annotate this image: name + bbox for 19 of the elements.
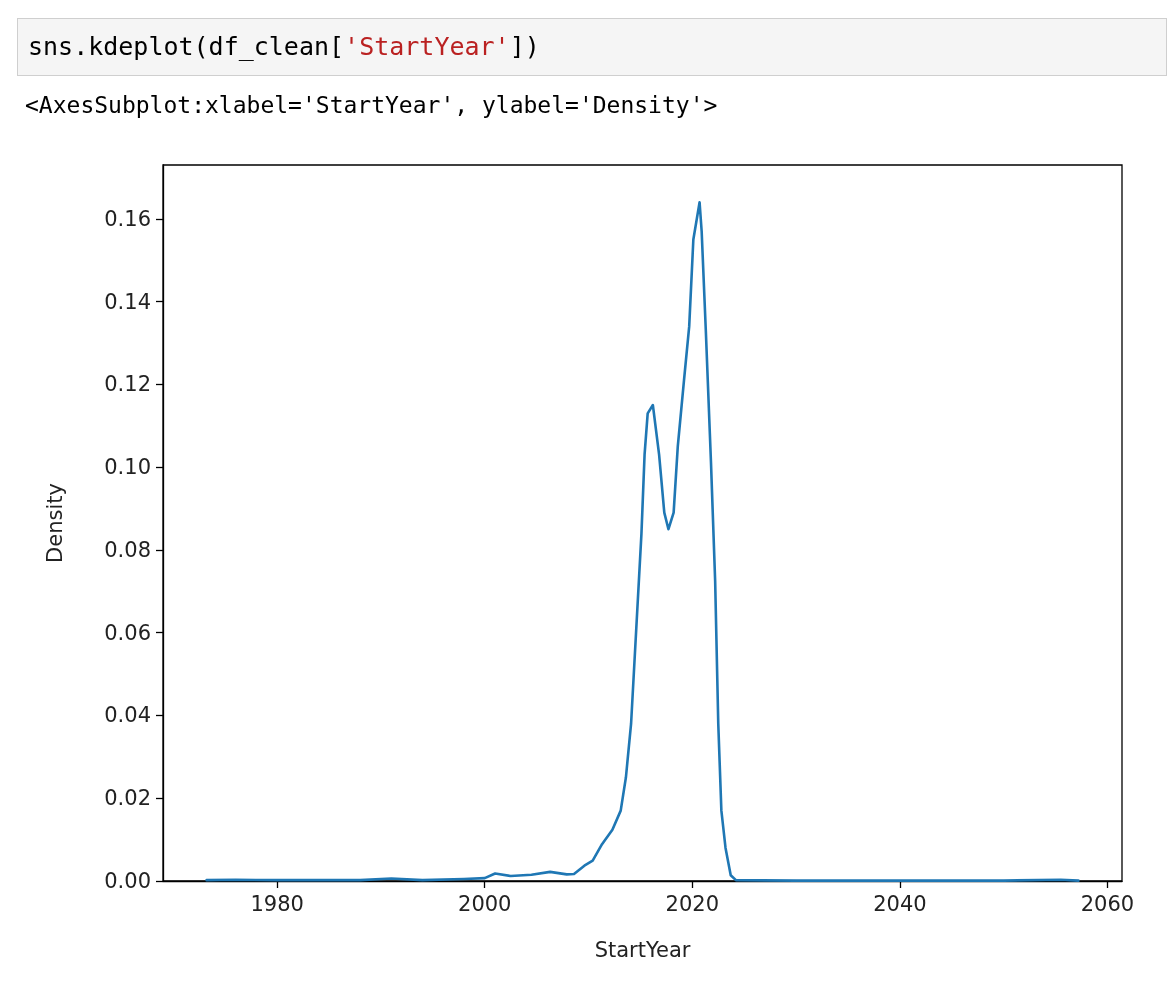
y-tick-label: 0.12 [104, 372, 151, 397]
x-tick-label: 1980 [250, 891, 304, 916]
y-tick-label: 0.16 [104, 206, 151, 231]
line-series [205, 200, 1080, 882]
x-axis-title: StartYear [594, 937, 691, 962]
x-tick-label: 2000 [458, 891, 512, 916]
y-tick-label: 0.08 [104, 537, 151, 562]
y-tick-label: 0.10 [104, 455, 151, 480]
x-tick-label: 2020 [665, 891, 720, 916]
y-axis-title: Density [42, 483, 67, 563]
y-tick-label: 0.00 [104, 869, 151, 893]
text: sns.kdeplot(df_clean['StartYear']) [28, 32, 540, 61]
x-tick-label: 2040 [873, 891, 927, 916]
y-tick-label: 0.02 [104, 786, 151, 811]
y-tick-label: 0.06 [104, 620, 151, 645]
x-tick-label: 2060 [1080, 891, 1135, 916]
text: <AxesSubplot:xlabel='StartYear', ylabel='Density'> [25, 92, 718, 118]
y-tick-label: 0.14 [104, 289, 151, 314]
y-tick-label: 0.04 [104, 703, 151, 728]
